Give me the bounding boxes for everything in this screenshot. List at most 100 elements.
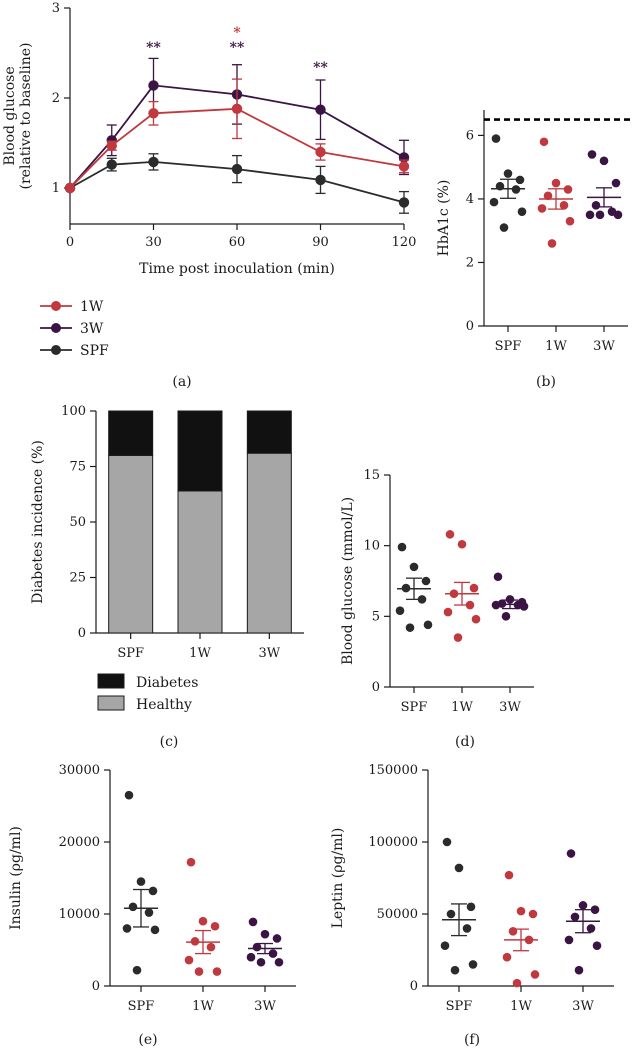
data-point-3W [248,917,258,927]
data-point-SPF [398,197,410,208]
y-tick-label-e: 0 [92,979,100,994]
y-axis-title-e: Insulin (ρg/ml) [8,826,24,930]
x-tick-label-c: 1W [189,646,211,661]
bar-healthy-1W [177,490,223,634]
data-point-3W [611,178,621,188]
data-point-1W [539,137,549,147]
data-point-3W [592,941,602,950]
data-point-3W [274,957,284,967]
x-tick-label-e: 1W [192,999,214,1014]
data-point-SPF [231,163,243,175]
y-tick-label-b: 4 [466,192,474,207]
bar-diabetes-3W [246,410,292,454]
y-tick-label-b: 2 [466,255,474,270]
y-tick-label-c: 25 [69,571,86,586]
y-tick-label-f: 150000 [368,763,418,778]
data-point-SPF [442,837,452,847]
data-point-1W [547,239,557,248]
bar-healthy-3W [246,452,292,634]
y-tick-label-e: 10000 [59,907,100,922]
y-tick-label-e: 30000 [59,763,100,778]
data-point-3W [246,952,256,962]
data-point-SPF [468,960,478,969]
legend-label-SPF: SPF [80,343,109,359]
series-line-1W [69,107,405,189]
x-tick-label-f: 1W [510,999,532,1014]
data-point-1W [516,906,526,916]
data-point-1W [443,607,453,617]
data-point-1W [551,178,561,188]
data-point-1W [398,161,410,172]
data-point-1W [559,200,569,210]
legend-label-Healthy: Healthy [136,697,192,713]
data-point-3W [501,612,511,621]
data-point-3W [586,924,596,933]
significance-star: * [233,25,241,41]
bar-diabetes-1W [177,410,223,492]
data-point-1W [231,103,243,115]
data-point-3W [591,200,601,210]
data-point-SPF [395,606,405,615]
data-point-1W [565,216,575,226]
data-point-1W [530,970,540,979]
legend-swatch-Diabetes [97,673,125,689]
y-tick-label-d: 0 [372,680,380,695]
data-point-1W [106,140,117,151]
data-point-SPF [405,623,415,632]
y-tick-label-a: 3 [52,1,60,16]
y-tick-label-c: 50 [69,515,86,530]
data-point-1W [206,942,216,952]
data-point-SPF [122,924,132,933]
data-point-1W [469,583,479,593]
panel-label-c: (c) [160,734,179,750]
data-point-3W [148,80,159,91]
legend-marker-1W [51,301,61,311]
data-point-SPF [397,542,407,552]
panel-label-d: (d) [455,734,475,750]
data-point-1W [148,108,159,119]
data-point-1W [528,909,538,919]
x-tick-label-a: 60 [229,235,246,250]
x-tick-label-d: 3W [499,700,521,715]
data-point-1W [184,955,194,965]
series-line-3W [69,84,405,189]
significance-star: ** [313,60,328,76]
data-point-3W [564,935,574,945]
legend-swatch-Healthy [97,695,125,711]
data-point-SPF [450,965,460,975]
y-tick-label-d: 5 [372,609,380,624]
data-point-1W [563,185,573,194]
x-tick-label-b: SPF [495,339,522,354]
data-point-1W [198,916,208,926]
series-line-SPF [69,160,405,204]
data-point-1W [508,926,518,936]
data-point-3W [505,595,515,604]
x-tick-label-c: SPF [117,646,144,661]
data-point-SPF [315,174,326,186]
data-point-1W [512,978,522,988]
data-point-SPF [106,159,117,170]
legend-label-1W: 1W [80,299,104,315]
data-point-SPF [466,902,476,912]
data-point-SPF [132,965,142,975]
data-point-1W [537,204,547,213]
data-point-3W [595,210,605,220]
x-tick-label-a: 30 [145,235,162,250]
data-point-3W [587,150,597,159]
data-point-3W [613,210,623,220]
data-point-SPF [128,902,138,912]
data-point-SPF [124,790,134,800]
y-tick-label-a: 2 [52,91,60,106]
y-tick-label-c: 100 [61,404,86,419]
y-axis-title-a: Blood glucose [2,66,18,165]
data-point-SPF [446,909,456,919]
data-point-3W [599,156,609,166]
data-point-3W [519,602,529,611]
x-tick-label-f: SPF [446,999,473,1014]
x-tick-label-b: 3W [593,339,615,354]
y-tick-label-c: 0 [78,626,86,641]
data-point-1W [210,921,220,931]
y-axis-title-a: (relative to baseline) [18,42,34,189]
legend-marker-3W [51,323,61,333]
